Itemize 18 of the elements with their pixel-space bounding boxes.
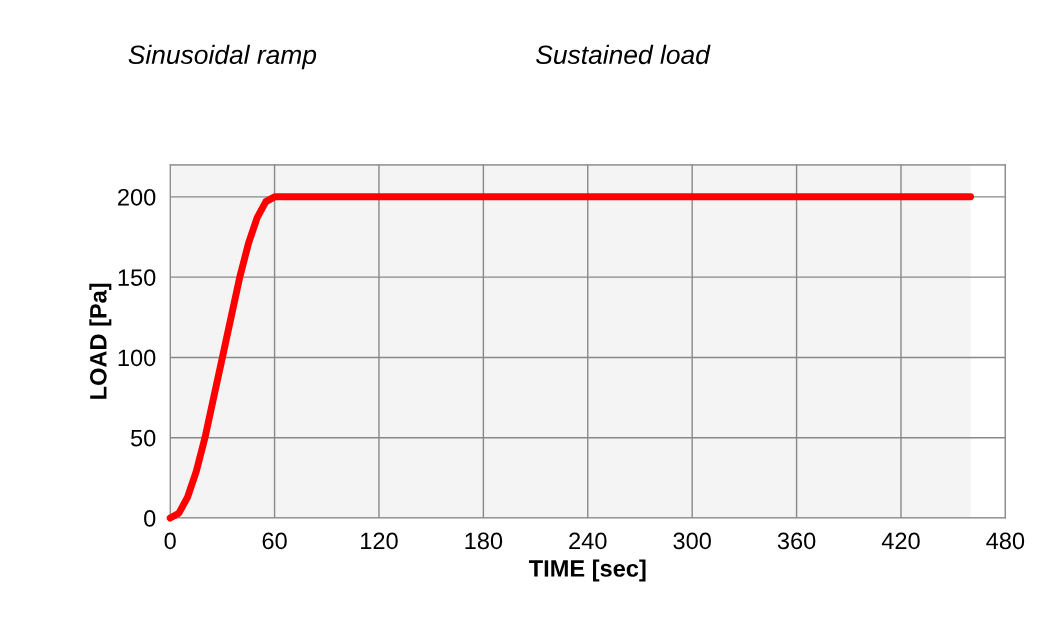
x-tick-label: 240 <box>569 532 607 550</box>
text: Sinusoidal ramp <box>128 44 317 70</box>
x-tick-label: 480 <box>986 532 1025 550</box>
x-tick-label: 120 <box>361 532 398 550</box>
y-tick-label: 50 <box>130 429 156 447</box>
x-axis-title: TIME [sec] <box>529 559 646 582</box>
x-tick-label: 0 <box>164 532 176 550</box>
y-tick-label: 0 <box>144 510 156 527</box>
x-tick-label: 180 <box>465 532 503 550</box>
x-tick-label: 60 <box>262 532 287 550</box>
y-tick-label: 200 <box>118 188 156 206</box>
x-tick-label: 360 <box>777 532 816 550</box>
y-axis-title: LOAD [Pa] <box>89 283 112 399</box>
text: Sustained load <box>536 44 711 65</box>
y-tick-label: 100 <box>118 349 156 367</box>
x-tick-label: 420 <box>881 532 920 550</box>
y-tick-label: 150 <box>118 269 156 286</box>
x-tick-label: 300 <box>673 532 711 550</box>
